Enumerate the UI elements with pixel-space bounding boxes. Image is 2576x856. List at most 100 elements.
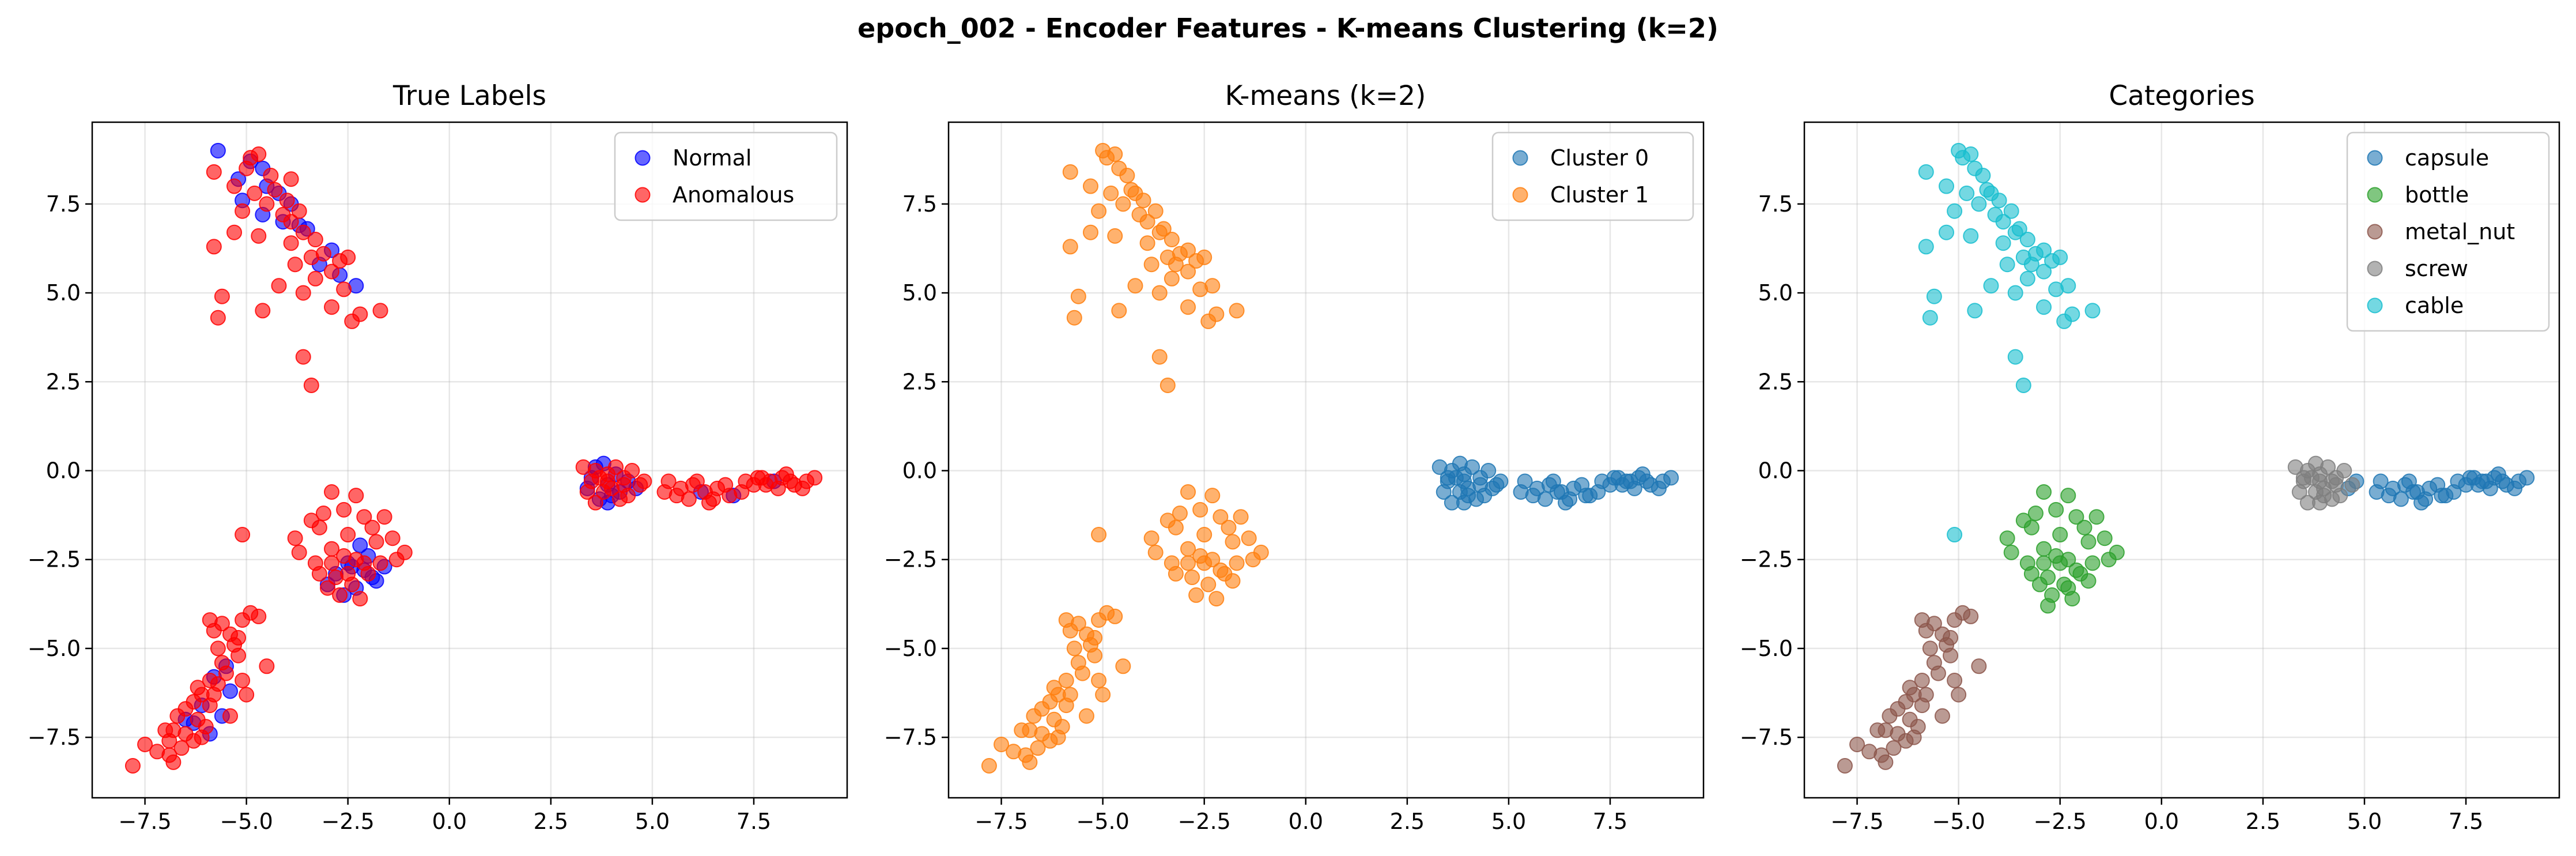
- data-point: [291, 544, 307, 560]
- x-tick-label: −2.5: [322, 809, 375, 834]
- data-point: [279, 193, 295, 209]
- data-point: [124, 757, 141, 774]
- data-point: [324, 555, 340, 571]
- data-point: [1111, 303, 1127, 319]
- data-point: [315, 506, 331, 522]
- data-point: [235, 527, 251, 543]
- data-point: [376, 509, 392, 525]
- data-point: [2023, 565, 2039, 582]
- data-point: [2369, 484, 2385, 500]
- panel-categories: Categories −7.5 −5.0 −2.5 0.0 2.5 5.0 7.5 −7.5 −…: [1740, 80, 2560, 834]
- data-point: [1914, 612, 1930, 628]
- data-point: [1213, 509, 1229, 525]
- data-point: [705, 491, 722, 507]
- legend-label: metal_nut: [2405, 219, 2515, 244]
- data-point: [1155, 221, 1172, 237]
- data-point: [356, 509, 372, 525]
- legend-marker: [1512, 187, 1528, 203]
- data-point: [1967, 160, 1983, 176]
- data-point: [1480, 463, 1497, 479]
- data-point: [1253, 544, 1269, 560]
- data-point: [311, 565, 327, 582]
- data-point: [1095, 142, 1111, 159]
- data-point: [275, 206, 291, 223]
- data-point: [616, 477, 632, 493]
- data-point: [1091, 203, 1107, 219]
- data-point: [1208, 306, 1225, 322]
- data-point: [2011, 221, 2027, 237]
- x-tick-label: −7.5: [1830, 809, 1883, 834]
- data-point: [2438, 488, 2454, 504]
- legend-label: Normal: [673, 145, 752, 171]
- x-tick-label: 2.5: [2246, 809, 2280, 834]
- data-point: [2007, 285, 2023, 301]
- data-point: [1562, 491, 1578, 507]
- data-point: [1549, 484, 1565, 500]
- data-point: [1006, 744, 1022, 760]
- data-point: [287, 257, 303, 273]
- legend-box: [1491, 131, 1694, 221]
- data-point: [1050, 729, 1066, 745]
- data-point: [1663, 470, 1679, 486]
- legend-box: [614, 131, 838, 221]
- data-point: [267, 182, 283, 198]
- data-point: [1147, 544, 1164, 560]
- data-point: [271, 278, 287, 294]
- data-point: [1164, 270, 1180, 286]
- data-point: [1951, 687, 1967, 703]
- series-cluster-0: [1431, 455, 1679, 511]
- data-point: [624, 463, 640, 479]
- y-tick-label: 5.0: [46, 280, 81, 306]
- data-point: [2076, 519, 2092, 536]
- legend-marker: [2367, 261, 2383, 277]
- data-point: [795, 480, 811, 496]
- data-point: [307, 232, 323, 248]
- data-point: [1180, 263, 1196, 280]
- y-tick-label: −7.5: [28, 725, 81, 750]
- y-tick-label: −5.0: [1740, 636, 1793, 661]
- data-point: [324, 299, 340, 315]
- data-point: [222, 708, 238, 724]
- series-cable: [1918, 142, 2101, 543]
- series-bottle: [1999, 484, 2125, 614]
- data-point: [1995, 235, 2011, 251]
- data-point: [1934, 708, 1950, 724]
- x-tick-label: 7.5: [1593, 809, 1627, 834]
- y-tick-label: −2.5: [1740, 547, 1793, 572]
- legend-marker: [2367, 150, 2383, 166]
- y-tick-label: −7.5: [1740, 725, 1793, 750]
- data-point: [251, 608, 267, 624]
- y-tick-label: 0.0: [902, 458, 937, 484]
- data-point: [1062, 239, 1078, 255]
- axes-frame: [1803, 121, 2560, 799]
- data-point: [1983, 185, 1999, 201]
- data-point: [1485, 480, 1501, 496]
- panel-kmeans: K-means (k=2) −7.5 −5.0 −2.5 0.0 2.5 5.0 7.5 −7…: [884, 80, 1705, 834]
- data-point: [2084, 303, 2101, 319]
- data-point: [283, 235, 299, 251]
- data-point: [247, 185, 263, 201]
- x-tick-label: −7.5: [975, 809, 1028, 834]
- data-point: [287, 530, 303, 546]
- data-point: [1151, 285, 1168, 301]
- data-point: [1107, 608, 1123, 624]
- y-tick-label: −5.0: [28, 636, 81, 661]
- data-point: [2324, 473, 2340, 489]
- data-point: [2036, 555, 2052, 571]
- data-point: [1172, 506, 1188, 522]
- data-point: [1233, 509, 1249, 525]
- x-tick-label: 5.0: [1491, 809, 1526, 834]
- legend-label: capsule: [2405, 145, 2489, 171]
- x-tick-label: 7.5: [2449, 809, 2483, 834]
- data-point: [303, 512, 319, 529]
- data-point: [319, 580, 335, 596]
- data-point: [303, 377, 319, 393]
- data-point: [1878, 754, 1894, 770]
- data-point: [1204, 278, 1221, 294]
- data-point: [210, 676, 226, 692]
- data-point: [149, 744, 165, 760]
- data-point: [754, 470, 770, 486]
- data-point: [1087, 647, 1103, 663]
